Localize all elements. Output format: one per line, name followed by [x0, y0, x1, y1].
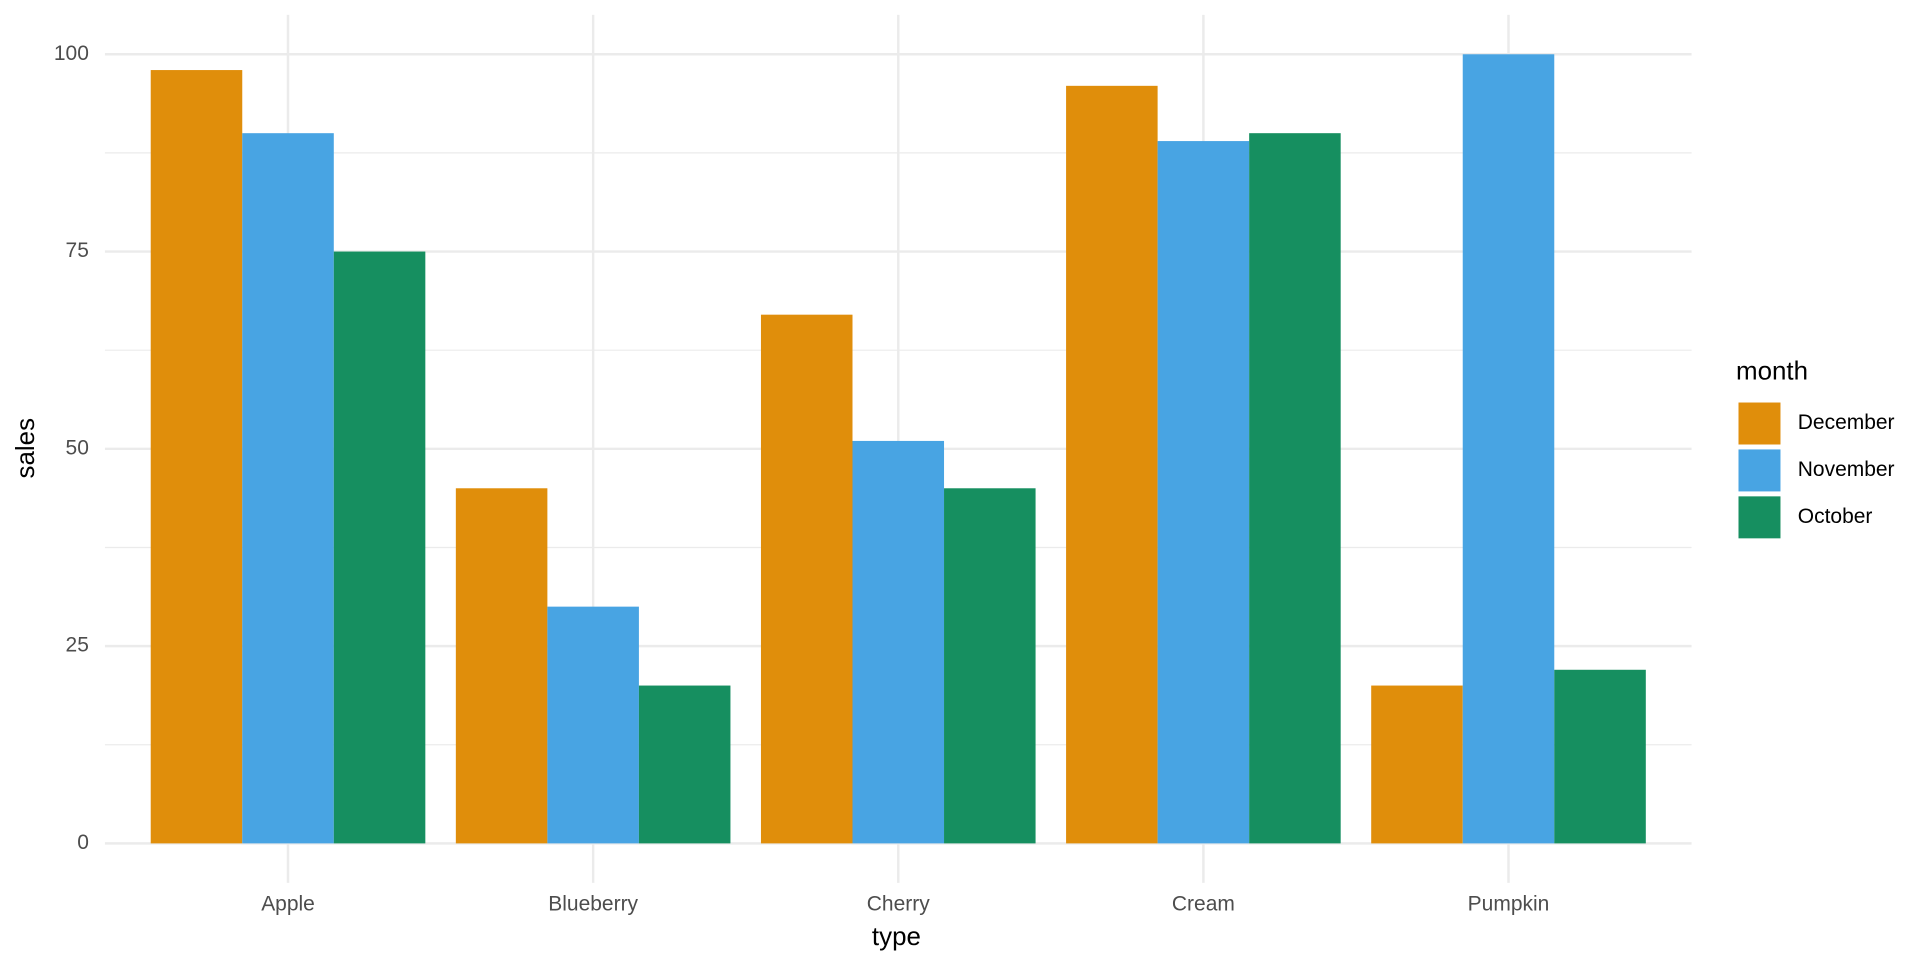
- legend-label: October: [1798, 505, 1873, 528]
- x-tick-label: Apple: [261, 893, 315, 916]
- legend-key: [1738, 496, 1781, 539]
- bar: [333, 251, 426, 844]
- bar: [150, 70, 243, 844]
- x-tick-label: Cream: [1172, 893, 1235, 916]
- legend-label: November: [1798, 458, 1895, 481]
- x-tick-label: Cherry: [867, 893, 930, 916]
- bar: [1157, 141, 1250, 844]
- legend-key: [1738, 402, 1781, 445]
- legend-key: [1738, 449, 1781, 492]
- bar: [760, 314, 853, 844]
- bar: [455, 488, 548, 844]
- x-tick-label: Blueberry: [548, 893, 638, 916]
- bar: [1249, 133, 1341, 844]
- y-tick-label: 0: [77, 831, 89, 854]
- legend-title: month: [1736, 358, 1808, 386]
- x-axis-title: type: [872, 923, 921, 951]
- y-tick-label: 75: [66, 239, 89, 262]
- y-tick-label: 25: [66, 634, 89, 657]
- y-axis-title: sales: [12, 418, 40, 479]
- bar: [547, 606, 639, 844]
- bar: [944, 488, 1036, 844]
- legend-label: December: [1798, 411, 1895, 434]
- y-tick-label: 50: [66, 436, 89, 459]
- bar: [1554, 669, 1646, 844]
- bar: [1066, 85, 1158, 844]
- x-tick-label: Pumpkin: [1468, 893, 1550, 916]
- bar: [1462, 54, 1555, 844]
- bar: [242, 133, 334, 844]
- bar: [638, 685, 731, 844]
- bar: [1371, 685, 1463, 844]
- bar: [852, 440, 945, 844]
- y-tick-label: 100: [54, 42, 89, 65]
